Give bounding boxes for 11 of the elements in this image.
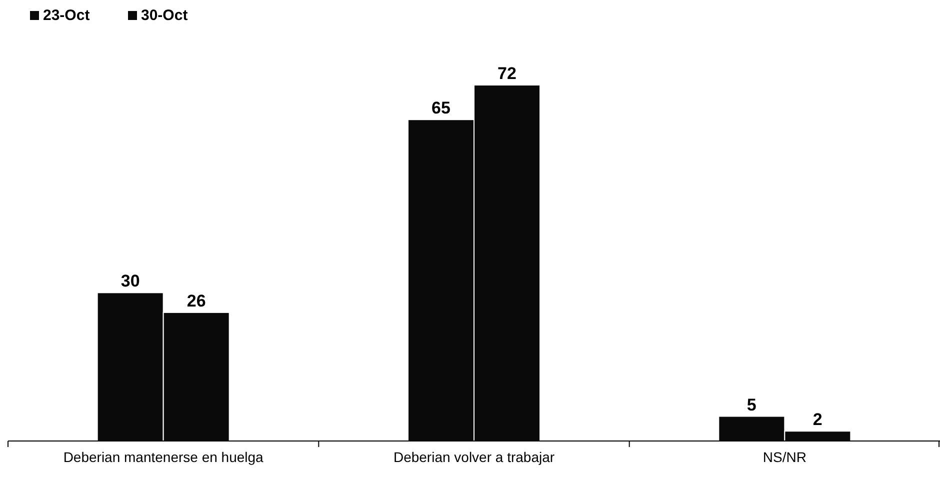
x-tick-label: Deberian mantenerse en huelga <box>63 449 264 466</box>
data-label: 72 <box>498 64 516 83</box>
data-label: 65 <box>432 98 450 118</box>
data-label: 2 <box>812 410 822 430</box>
data-label: 26 <box>186 291 206 310</box>
x-tick-label: Deberian volver a trabajar <box>393 449 555 466</box>
data-label: 5 <box>746 395 756 414</box>
legend-label: 30-Oct <box>141 7 188 24</box>
legend-label: 23-Oct <box>43 7 90 24</box>
x-tick-label: NS/NR <box>762 449 806 466</box>
data-label: 30 <box>120 272 140 291</box>
